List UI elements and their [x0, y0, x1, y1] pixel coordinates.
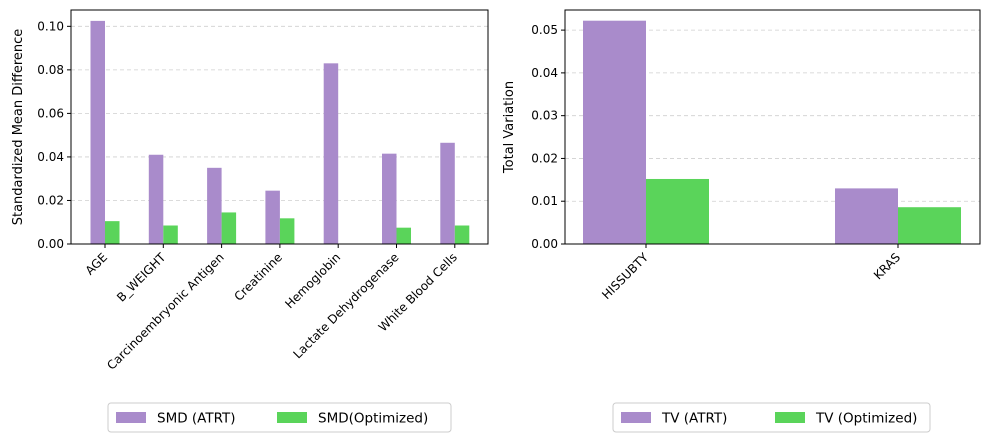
legend-label-smd-optimized: SMD(Optimized): [318, 411, 428, 427]
y-axis-title: Standardized Mean Difference: [11, 29, 26, 226]
y-tick-label: 0.08: [37, 63, 64, 77]
plot-frame: [564, 9, 981, 245]
bar-smd-atrt-carcinoembryonic-antigen: [207, 167, 222, 244]
bar-smd-atrt-b-weight: [148, 154, 164, 244]
x-tick-label-creatinine: Creatinine: [231, 250, 285, 304]
y-tick-label: 0.02: [531, 151, 558, 165]
legend-label-tv-optimized: TV (Optimized): [815, 411, 917, 427]
bar-tv-optimized-kras: [898, 207, 961, 244]
legend: TV (ATRT) TV (Optimized): [612, 402, 931, 433]
bar-tv-optimized-hissubty: [646, 178, 709, 244]
legend-label-smd-atrt: SMD (ATRT): [157, 411, 236, 427]
x-tick-label-hemoglobin: Hemoglobin: [282, 250, 343, 311]
bar-smd-optimized-creatinine: [279, 218, 295, 244]
y-tick-label: 0.00: [37, 237, 64, 251]
bar-smd-atrt-age: [90, 20, 105, 244]
x-tick-label-kras: KRAS: [871, 250, 903, 282]
x-tick-label-carcinoembryonic-antigen: Carcinoembryonic Antigen: [104, 250, 226, 372]
legend-label-tv-atrt: TV (ATRT): [661, 411, 727, 427]
chart-total-variation: 0.00 0.01 0.02 0.03 0.04 0.05 HISSUBTY KRAS Tota…: [502, 9, 981, 433]
x-tick-label-age: AGE: [83, 250, 110, 277]
bar-smd-optimized-b-weight: [163, 225, 178, 244]
bar-smd-optimized-lactate-dehydrogenase: [396, 227, 411, 244]
bar-smd-atrt-lactate-dehydrogenase: [382, 153, 397, 244]
legend-swatch-tv-optimized: [775, 412, 805, 423]
bar-smd-optimized-age: [105, 221, 120, 244]
bar-tv-atrt-hissubty: [583, 20, 646, 244]
bar-smd-optimized-white-blood-cells: [454, 225, 470, 244]
y-axis-title: Total Variation: [502, 81, 517, 174]
y-tick-label: 0.04: [37, 150, 64, 164]
legend-swatch-tv-atrt: [621, 412, 651, 423]
x-tick-label-lactate-dehydrogenase: Lactate Dehydrogenase: [290, 250, 401, 361]
y-tick-label: 0.02: [37, 193, 64, 207]
y-tick-label: 0.06: [37, 106, 64, 120]
x-tick-label-hissubty: HISSUBTY: [599, 250, 651, 302]
legend: SMD (ATRT) SMD(Optimized): [107, 402, 452, 433]
y-tick-label: 0.00: [531, 237, 558, 251]
bar-smd-atrt-creatinine: [265, 190, 280, 244]
y-tick-label: 0.05: [531, 23, 558, 37]
y-tick-label: 0.03: [531, 109, 558, 123]
y-tick-label: 0.04: [531, 66, 558, 80]
bar-smd-optimized-carcinoembryonic-antigen: [221, 212, 237, 244]
bar-tv-atrt-kras: [835, 188, 898, 244]
legend-swatch-smd-optimized: [277, 412, 307, 423]
legend-box: [612, 402, 931, 433]
x-tick-label-b-weight: B_WEIGHT: [114, 250, 169, 305]
legend-swatch-smd-atrt: [116, 412, 146, 423]
y-tick-label: 0.10: [37, 19, 64, 33]
y-tick-label: 0.01: [531, 194, 558, 208]
bar-smd-atrt-white-blood-cells: [440, 142, 455, 244]
chart-smd: 0.00 0.02 0.04 0.06 0.08 0.10 AGE B_WEIGHTCarci…: [11, 9, 489, 433]
bar-smd-atrt-hemoglobin: [323, 63, 339, 244]
